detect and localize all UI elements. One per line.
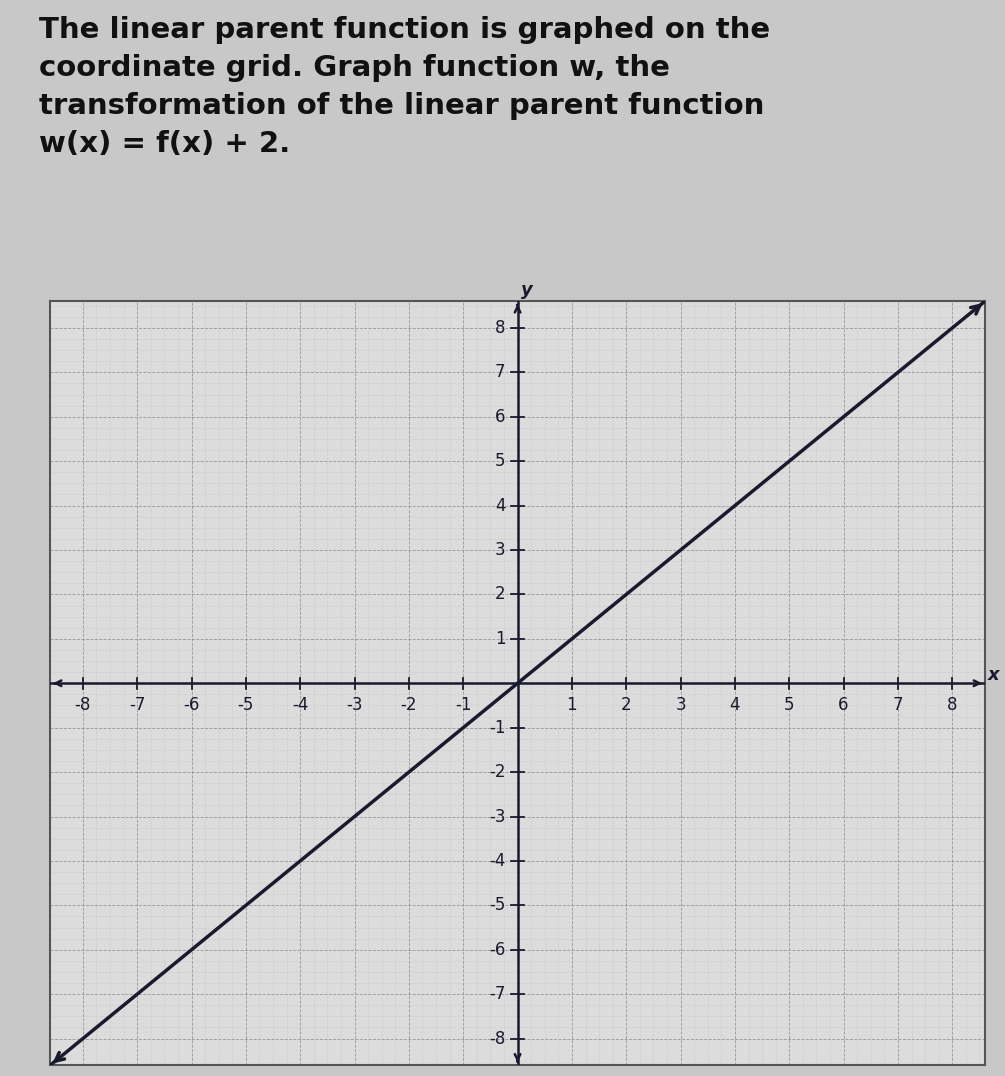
Text: -6: -6 — [489, 940, 506, 959]
Text: -5: -5 — [238, 696, 254, 713]
Text: 4: 4 — [730, 696, 741, 713]
Text: -7: -7 — [489, 986, 506, 1003]
Text: -4: -4 — [292, 696, 309, 713]
Text: 7: 7 — [892, 696, 903, 713]
Text: 5: 5 — [784, 696, 795, 713]
Text: -8: -8 — [489, 1030, 506, 1048]
Text: 6: 6 — [838, 696, 849, 713]
Text: -8: -8 — [74, 696, 91, 713]
Text: -3: -3 — [489, 807, 506, 825]
Text: x: x — [988, 666, 999, 684]
Text: 7: 7 — [495, 364, 506, 381]
Text: -2: -2 — [489, 763, 506, 781]
Text: -6: -6 — [183, 696, 200, 713]
Text: The linear parent function is graphed on the
coordinate grid. Graph function w, : The linear parent function is graphed on… — [39, 16, 771, 158]
Text: 6: 6 — [495, 408, 506, 426]
Text: 4: 4 — [495, 497, 506, 514]
Text: -1: -1 — [455, 696, 471, 713]
Text: -7: -7 — [129, 696, 146, 713]
Text: 1: 1 — [495, 629, 506, 648]
Text: -5: -5 — [489, 896, 506, 915]
Text: 2: 2 — [495, 585, 506, 604]
Text: 5: 5 — [495, 452, 506, 470]
Text: -1: -1 — [489, 719, 506, 737]
Text: y: y — [522, 281, 534, 299]
Text: 2: 2 — [621, 696, 631, 713]
Text: 3: 3 — [495, 541, 506, 560]
Text: 3: 3 — [675, 696, 685, 713]
Text: -4: -4 — [489, 852, 506, 869]
Text: 8: 8 — [947, 696, 958, 713]
Text: -2: -2 — [401, 696, 417, 713]
Text: 8: 8 — [495, 318, 506, 337]
Text: 1: 1 — [567, 696, 577, 713]
Text: -3: -3 — [347, 696, 363, 713]
